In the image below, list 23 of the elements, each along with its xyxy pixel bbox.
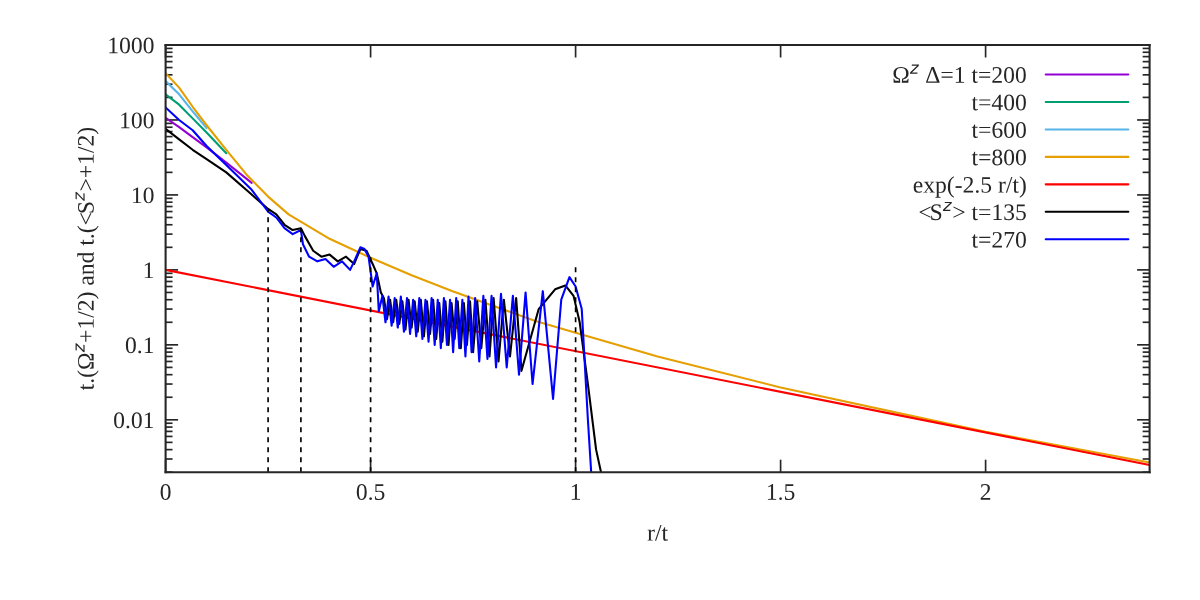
legend-label: t=800 xyxy=(971,149,1026,166)
legend-label: t=600 xyxy=(971,121,1026,138)
line-series xyxy=(165,93,228,155)
x-axis-title: r/t xyxy=(647,524,668,541)
x-tick-label: 2 xyxy=(980,484,991,500)
legend-label: t=270 xyxy=(971,231,1026,248)
y-tick-label: 1000 xyxy=(109,37,154,54)
legend-label: exp(-2.5 r/t) xyxy=(913,176,1026,198)
y-tick-label: 0.01 xyxy=(114,412,154,429)
y-tick-label: 0.1 xyxy=(125,337,154,354)
line-series xyxy=(165,116,253,184)
x-tick-label: 0.5 xyxy=(356,483,385,501)
legend-label: t=400 xyxy=(971,94,1026,111)
line-series xyxy=(165,80,208,130)
x-tick-label: 1.5 xyxy=(767,484,795,501)
y-tick-label: 1 xyxy=(144,262,154,279)
x-tick-label: 1 xyxy=(571,484,581,500)
y-axis-title: t.(Ω$^{z}$+1/2) and t.(<S$^{z}$>+1/2) xyxy=(75,127,99,391)
legend-label: Ω$^{z}$ Δ=1 t=200 xyxy=(893,64,1026,83)
y-tick-label: 100 xyxy=(121,112,154,129)
x-tick-label: 0 xyxy=(160,483,171,500)
y-tick-label: 10 xyxy=(132,187,154,204)
legend-label: <S$^{z}$> t=135 xyxy=(919,201,1026,221)
